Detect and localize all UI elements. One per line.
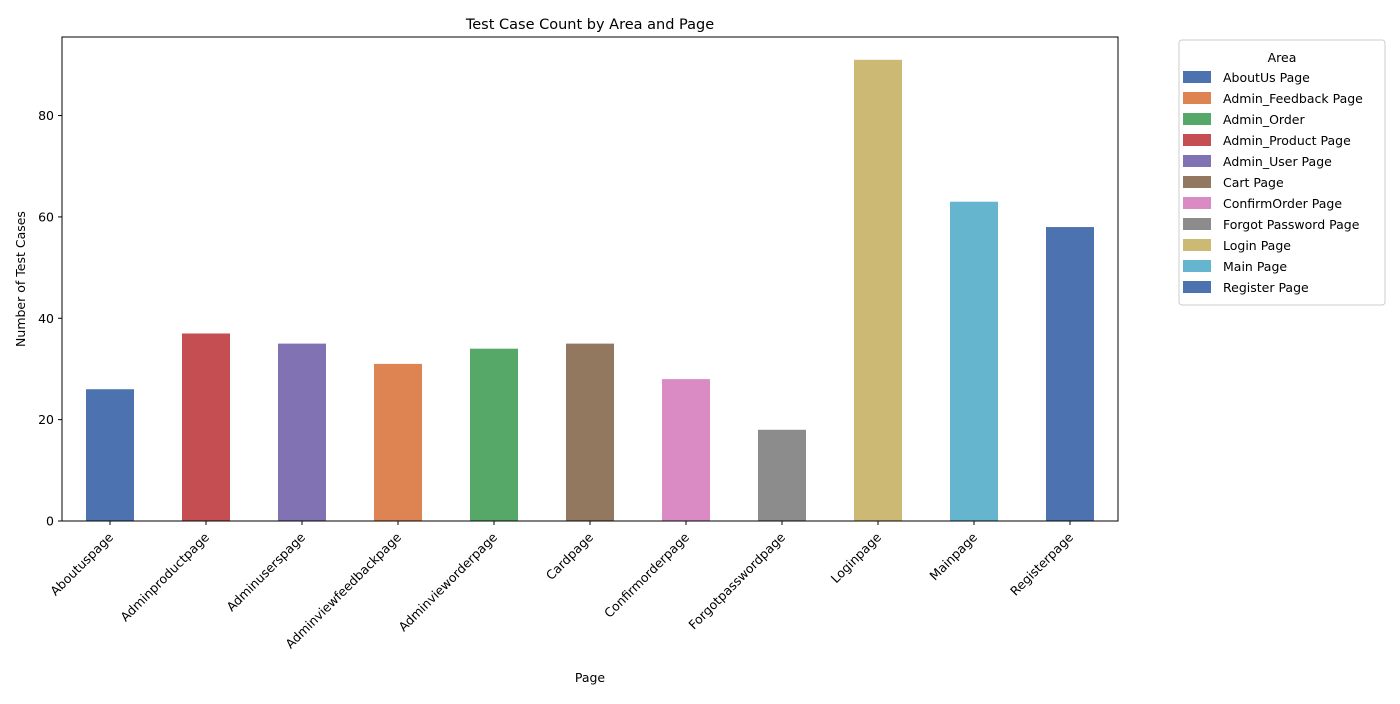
legend-entry-label: ConfirmOrder Page [1223,196,1342,211]
x-tick-label: Confirmorderpage [601,529,692,620]
x-tick-label: Mainpage [926,529,980,583]
bar-registerpage [1046,227,1094,521]
legend-entry-label: Login Page [1223,238,1291,253]
y-tick-label: 60 [38,209,54,224]
legend-frame [1178,39,1386,306]
x-tick-label: Aboutuspage [47,529,116,598]
y-tick-label: 20 [38,412,54,427]
x-tick-label: Adminuserspage [223,529,308,614]
x-tick-label: Cardpage [543,529,597,583]
legend-swatch [1183,239,1211,251]
bar-adminvieworderpage [470,348,518,521]
y-tick-label: 0 [46,514,54,529]
legend-entry-label: Admin_Feedback Page [1223,91,1363,106]
y-tick-label: 80 [38,108,54,123]
legend: Area AboutUs Page Admin_Feedback Page Admin… [1178,39,1386,306]
legend-swatch [1183,134,1211,146]
y-axis-label: Number of Test Cases [13,211,28,347]
legend-entry-label: Admin_Product Page [1223,133,1351,148]
legend-swatch [1183,260,1211,272]
y-tick-label: 40 [38,311,54,326]
x-tick-label: Registerpage [1007,529,1076,598]
legend-entry-label: Forgot Password Page [1223,217,1360,232]
x-tick-label: Loginpage [828,529,885,586]
legend-swatch [1183,176,1211,188]
legend-entry-label: Cart Page [1223,175,1284,190]
legend-swatch [1183,281,1211,293]
bar-adminproductpage [182,333,230,521]
bar-cardpage [566,343,614,521]
x-tick-label: Adminvieworderpage [395,529,500,634]
legend-swatch [1183,113,1211,125]
bar-loginpage [854,59,902,522]
legend-swatch [1183,92,1211,104]
legend-swatch [1183,197,1211,209]
x-tick-label: Forgotpasswordpage [685,529,788,632]
legend-entry-label: Admin_Order [1223,112,1305,127]
chart-title: Test Case Count by Area and Page [465,17,714,33]
legend-title: Area [1268,50,1297,65]
bar-mainpage [950,201,998,521]
legend-swatch [1183,218,1211,230]
x-tick-label: Adminproductpage [117,529,212,624]
legend-entry-label: AboutUs Page [1223,70,1310,85]
bar-adminviewfeedbackpage [374,363,422,521]
legend-entry-label: Main Page [1223,259,1287,274]
legend-entry-label: Register Page [1223,280,1309,295]
legend-entry-label: Admin_User Page [1223,154,1332,169]
bar-aboutuspage [86,389,134,521]
legend-swatch [1183,155,1211,167]
bar-confirmorderpage [662,379,710,521]
bar-adminuserspage [278,343,326,521]
legend-swatch [1183,71,1211,83]
x-axis-label: Page [575,670,606,685]
bar-forgotpasswordpage [758,429,806,521]
